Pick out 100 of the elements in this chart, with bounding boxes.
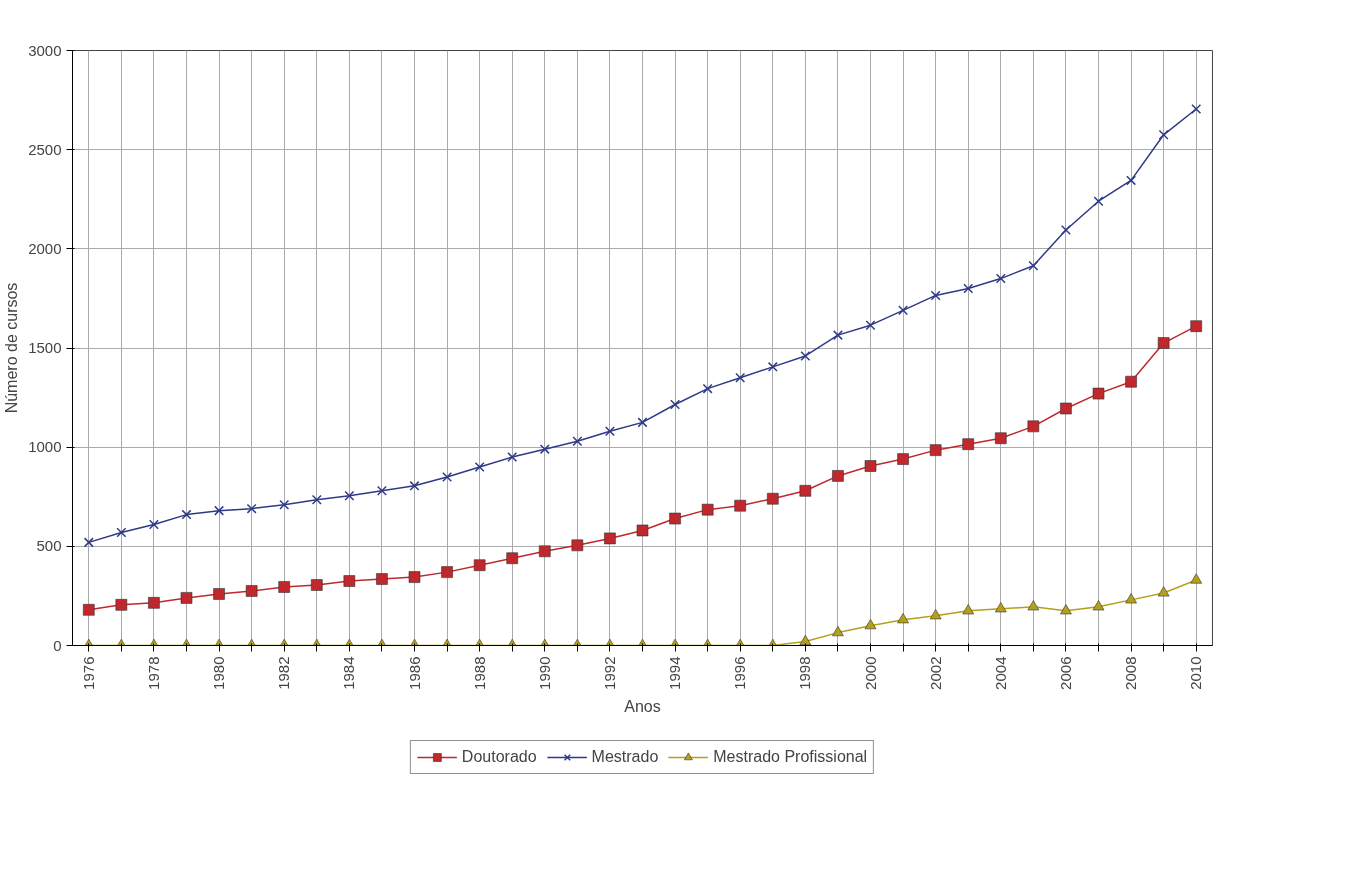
point: [116, 527, 127, 538]
point: [929, 609, 942, 620]
point: [766, 492, 779, 505]
point: [799, 634, 812, 646]
x-tick-label: 1982: [275, 656, 293, 690]
x-tick-label: 1976: [79, 656, 97, 690]
point: [213, 588, 225, 600]
x-axis-title: Anos: [624, 697, 661, 715]
point: [180, 592, 193, 604]
point: [800, 350, 811, 361]
point: [1028, 260, 1039, 271]
x-tick-label: 1986: [405, 656, 423, 690]
point: [1092, 387, 1105, 400]
point: [898, 305, 909, 316]
point: [310, 579, 323, 591]
point: [1027, 600, 1040, 611]
point: [539, 444, 550, 455]
point: [538, 545, 551, 558]
point: [962, 438, 975, 450]
point: [1190, 320, 1203, 332]
x-tick-label: 1988: [470, 656, 488, 690]
point: [995, 273, 1006, 284]
point: [1157, 586, 1170, 597]
point: [734, 499, 747, 512]
point: [474, 462, 485, 472]
point: [636, 524, 649, 537]
point: [245, 585, 258, 597]
point: [767, 361, 778, 372]
point: [1125, 593, 1137, 604]
point: [376, 485, 387, 496]
point: [864, 460, 877, 472]
point: [897, 453, 909, 465]
point: [571, 539, 584, 552]
point: [702, 383, 713, 394]
point: [1060, 225, 1071, 235]
x-tick-label: 2000: [861, 656, 879, 690]
point: [1191, 104, 1202, 114]
x-tick-label: 1984: [340, 656, 358, 690]
x-tick-label: 1980: [210, 656, 228, 690]
point: [962, 604, 975, 615]
y-tick-label: 1000: [28, 438, 62, 456]
point: [408, 571, 421, 583]
point: [181, 509, 192, 520]
point: [1157, 337, 1170, 349]
x-tick-label: 2010: [1187, 656, 1205, 690]
point: [507, 452, 518, 463]
x-tick-label: 2004: [991, 656, 1009, 690]
point: [832, 625, 844, 637]
x-tick-label: 2008: [1122, 656, 1140, 690]
point: [83, 537, 94, 548]
point: [343, 575, 356, 587]
point: [994, 432, 1007, 445]
x-tick-label: 1996: [731, 656, 749, 690]
y-tick-label: 2500: [28, 140, 62, 158]
point: [1190, 573, 1203, 584]
point: [1027, 420, 1040, 433]
x-tick-label: 1978: [144, 656, 162, 690]
legend-label: Mestrado: [591, 748, 659, 766]
point: [1125, 375, 1137, 388]
y-tick-label: 1500: [28, 339, 62, 356]
point: [929, 444, 942, 456]
x-tick-label: 1992: [600, 656, 618, 690]
point: [115, 599, 128, 611]
point: [701, 503, 714, 516]
x-tick-label: 1994: [666, 656, 684, 690]
x-tick-label: 1998: [796, 656, 814, 690]
point: [1126, 175, 1137, 186]
x-tick-label: 1990: [535, 656, 553, 690]
x-tick-label: 2006: [1056, 656, 1074, 690]
point: [994, 602, 1007, 613]
point: [799, 485, 812, 497]
point: [897, 613, 909, 624]
point: [279, 499, 290, 510]
point: [376, 573, 388, 585]
y-tick-label: 2000: [28, 239, 62, 257]
point: [278, 581, 291, 593]
point: [864, 619, 877, 630]
point: [344, 490, 355, 501]
point: [832, 470, 844, 482]
legend-label: Doutorado: [461, 748, 537, 766]
point: [214, 505, 225, 516]
y-tick-label: 0: [53, 636, 62, 654]
point: [1158, 129, 1169, 140]
y-axis-title: Número de cursos: [3, 282, 21, 414]
point: [311, 494, 322, 505]
point: [832, 330, 843, 341]
y-tick-label: 500: [36, 537, 62, 555]
point: [148, 597, 160, 609]
point: [1060, 604, 1072, 615]
point: [1093, 196, 1104, 207]
point: [669, 512, 681, 525]
point: [148, 519, 159, 530]
point: [865, 320, 876, 331]
point: [670, 399, 681, 410]
point: [1060, 402, 1072, 415]
point: [963, 283, 974, 294]
point: [473, 559, 486, 571]
point: [1092, 600, 1105, 611]
point: [572, 436, 583, 447]
point: [82, 604, 95, 616]
